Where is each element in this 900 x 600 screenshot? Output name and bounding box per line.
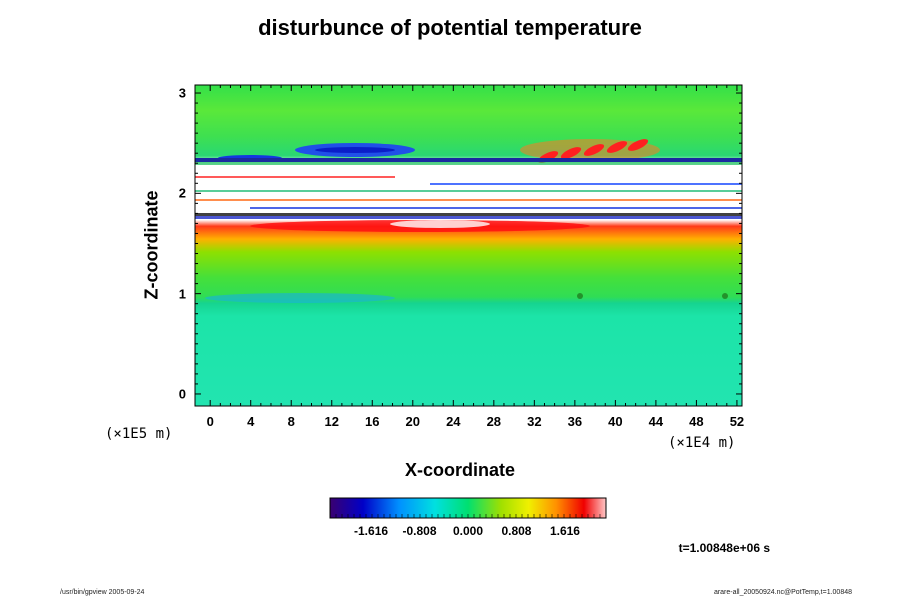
x-axis-unit: (×1E4 m) [668, 435, 736, 451]
x-tick-label: 28 [486, 414, 502, 429]
colorbar-tick-label: 0.000 [452, 524, 484, 538]
x-tick-label: 20 [405, 414, 421, 429]
y-tick-marks [195, 92, 742, 395]
dark-band-top [195, 158, 742, 162]
footer-left: /usr/bin/gpview 2005-09-24 [60, 589, 145, 596]
heatmap-features [195, 139, 742, 303]
colorbar-tick-label: -1.616 [354, 524, 389, 538]
x-axis-label: X-coordinate [404, 460, 515, 480]
colorbar-tick-marks [335, 514, 601, 518]
x-tick-label: 12 [324, 414, 339, 429]
cool-band [205, 293, 395, 303]
y-tick-label: 1 [178, 286, 186, 302]
x-tick-label: 36 [567, 414, 583, 429]
chart-title: disturbunce of potential temperature [258, 15, 642, 40]
warm-wave-train [537, 139, 649, 163]
x-tick-label: 8 [287, 414, 295, 429]
x-tick-label: 4 [247, 414, 255, 429]
y-axis-unit: (×1E5 m) [105, 426, 173, 442]
x-tick-label: 32 [527, 414, 542, 429]
warm-band-max [390, 220, 490, 228]
y-tick-label: 3 [178, 85, 186, 101]
time-label: t=1.00848e+06 s [678, 541, 770, 555]
x-tick-label: 52 [729, 414, 745, 429]
cold-core [315, 147, 395, 153]
x-tick-marks [209, 85, 738, 406]
y-tick-label: 0 [178, 386, 186, 402]
footer-right: arare-all_20050924.nc@PotTemp,t=1.00848 [713, 589, 852, 596]
x-tick-label: 16 [365, 414, 380, 429]
y-tick-label: 2 [178, 185, 186, 201]
x-tick-label: 48 [689, 414, 704, 429]
colorbar-tick-label: 1.616 [549, 524, 580, 538]
heatmap-field [195, 85, 742, 406]
plot-frame [194, 84, 743, 407]
x-tick-label: 24 [446, 414, 461, 429]
y-axis-label: Z-coordinate [141, 190, 162, 300]
colorbar-tick-label: 0.808 [501, 524, 532, 538]
x-tick-label: 44 [648, 414, 664, 429]
x-tick-label: 40 [608, 414, 623, 429]
colorbar-tick-label: -0.808 [402, 524, 437, 538]
x-tick-label: 0 [206, 414, 214, 429]
